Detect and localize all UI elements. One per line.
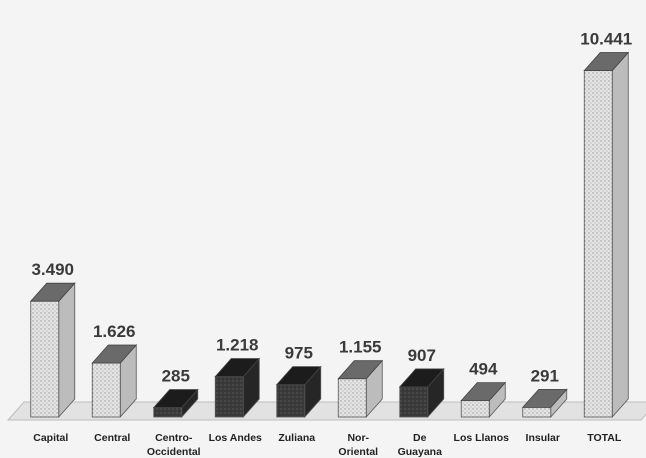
data-label-1: 1.626 [93, 322, 136, 341]
data-label-0: 3.490 [31, 260, 74, 279]
bar-top-face [583, 52, 630, 71]
bar-front-face [522, 406, 552, 418]
bar-front-face [399, 386, 429, 418]
data-label-3: 1.218 [216, 336, 259, 355]
bar-front-face [30, 300, 60, 418]
category-label-9: TOTAL [587, 432, 622, 444]
bar-front-face [583, 70, 613, 418]
data-label-9: 10.441 [580, 30, 632, 49]
category-label-2-line-0: Centro- [155, 432, 193, 444]
bar-5 [337, 359, 384, 419]
category-label-3: Los Andes [209, 432, 262, 444]
bar-front-face [337, 378, 367, 418]
value-labels-group: 3.490 1.626 285 1.218 975 1.155 907 494 291 10.44… [31, 30, 632, 386]
bar-top-face [337, 360, 384, 380]
bar-top-face [275, 366, 322, 386]
category-label-6-line-0: De [413, 432, 427, 444]
bar-8 [521, 388, 568, 419]
bar-side-face [611, 51, 629, 419]
bar-9 [583, 51, 630, 419]
category-label-1: Central [94, 432, 130, 444]
bar-2 [152, 388, 199, 419]
data-label-4: 975 [285, 344, 313, 363]
bar-front-face [276, 384, 306, 418]
bar-3 [214, 357, 261, 419]
bar-top-face [152, 389, 199, 408]
category-labels-group: Capital Central Centro- Occidental Los Andes… [33, 432, 622, 458]
category-label-4: Zuliana [278, 432, 315, 444]
bar-front-face [153, 407, 183, 418]
category-label-5-line-0: Nor- [347, 432, 369, 444]
category-label-5-line-1: Oriental [338, 446, 378, 458]
category-label-6-line-1: Guayana [398, 446, 443, 458]
data-label-5: 1.155 [339, 338, 382, 357]
bar-1 [91, 343, 138, 419]
bar-top-face [460, 382, 507, 402]
bar-top-face [398, 368, 445, 388]
bar-front-face [91, 362, 121, 418]
category-label-2-line-1: Occidental [147, 446, 201, 458]
bar-top-face [91, 344, 138, 364]
bars-group [29, 51, 630, 419]
category-label-0: Capital [33, 432, 68, 444]
bar-0 [29, 282, 76, 419]
bar-front-face [460, 400, 490, 418]
bar-front-face [214, 376, 244, 418]
bar-top-face [521, 388, 568, 408]
bar-side-face [58, 282, 76, 419]
bar-top-face [29, 282, 76, 302]
data-label-6: 907 [408, 346, 436, 365]
data-label-7: 494 [469, 360, 498, 379]
data-label-2: 285 [162, 367, 190, 386]
bar-7 [460, 381, 507, 419]
category-label-7: Los Llanos [454, 432, 510, 444]
bar-top-face [214, 358, 261, 377]
bar-6 [398, 367, 445, 419]
data-label-8: 291 [531, 366, 559, 385]
bar-4 [275, 365, 322, 419]
category-label-8: Insular [526, 432, 560, 444]
